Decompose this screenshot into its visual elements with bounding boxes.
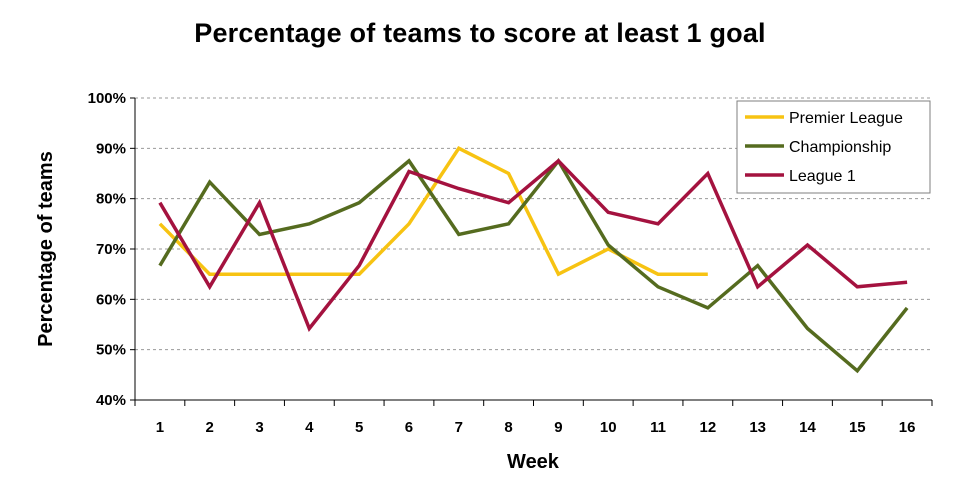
x-tick-label: 6 bbox=[405, 419, 413, 436]
x-tick-label: 4 bbox=[305, 419, 314, 436]
x-tick-label: 1 bbox=[156, 419, 164, 436]
series-line bbox=[158, 158, 908, 332]
series-lines bbox=[158, 146, 909, 374]
legend: Premier League Championship League 1 bbox=[736, 100, 931, 194]
y-axis-label: Percentage of teams bbox=[35, 151, 57, 347]
axes bbox=[130, 97, 933, 406]
series-line bbox=[158, 146, 708, 277]
legend-label: League 1 bbox=[789, 168, 856, 185]
x-tick-label: 9 bbox=[554, 419, 562, 436]
x-tick-label: 2 bbox=[206, 419, 214, 436]
chart-title: Percentage of teams to score at least 1 … bbox=[194, 18, 766, 48]
y-tick-label: 50% bbox=[96, 342, 126, 359]
x-tick-label: 7 bbox=[455, 419, 463, 436]
x-tick-label: 11 bbox=[650, 419, 666, 436]
tick-labels: 40%50%60%70%80%90%100%1 2 3 4 5 6 7 8 9 10 11 12 13 1… bbox=[88, 90, 916, 436]
legend-label: Premier League bbox=[789, 110, 903, 127]
x-axis-label: Week bbox=[507, 451, 560, 473]
x-tick-label: 8 bbox=[504, 419, 512, 436]
y-tick-label: 70% bbox=[96, 241, 126, 258]
x-tick-label: 12 bbox=[700, 419, 717, 436]
grid-lines bbox=[135, 97, 932, 351]
x-tick-label: 15 bbox=[849, 419, 866, 436]
y-tick-label: 80% bbox=[96, 191, 126, 208]
x-tick-label: 16 bbox=[899, 419, 916, 436]
y-tick-label: 40% bbox=[96, 392, 126, 409]
legend-label: Championship bbox=[789, 139, 891, 156]
y-tick-label: 100% bbox=[88, 90, 126, 107]
x-tick-label: 14 bbox=[799, 419, 816, 436]
x-tick-label: 5 bbox=[355, 419, 363, 436]
x-tick-label: 3 bbox=[255, 419, 263, 436]
x-tick-label: 13 bbox=[749, 419, 766, 436]
y-tick-label: 90% bbox=[96, 140, 126, 157]
y-tick-label: 60% bbox=[96, 291, 126, 308]
series-line bbox=[158, 157, 909, 374]
x-tick-label: 10 bbox=[600, 419, 617, 436]
